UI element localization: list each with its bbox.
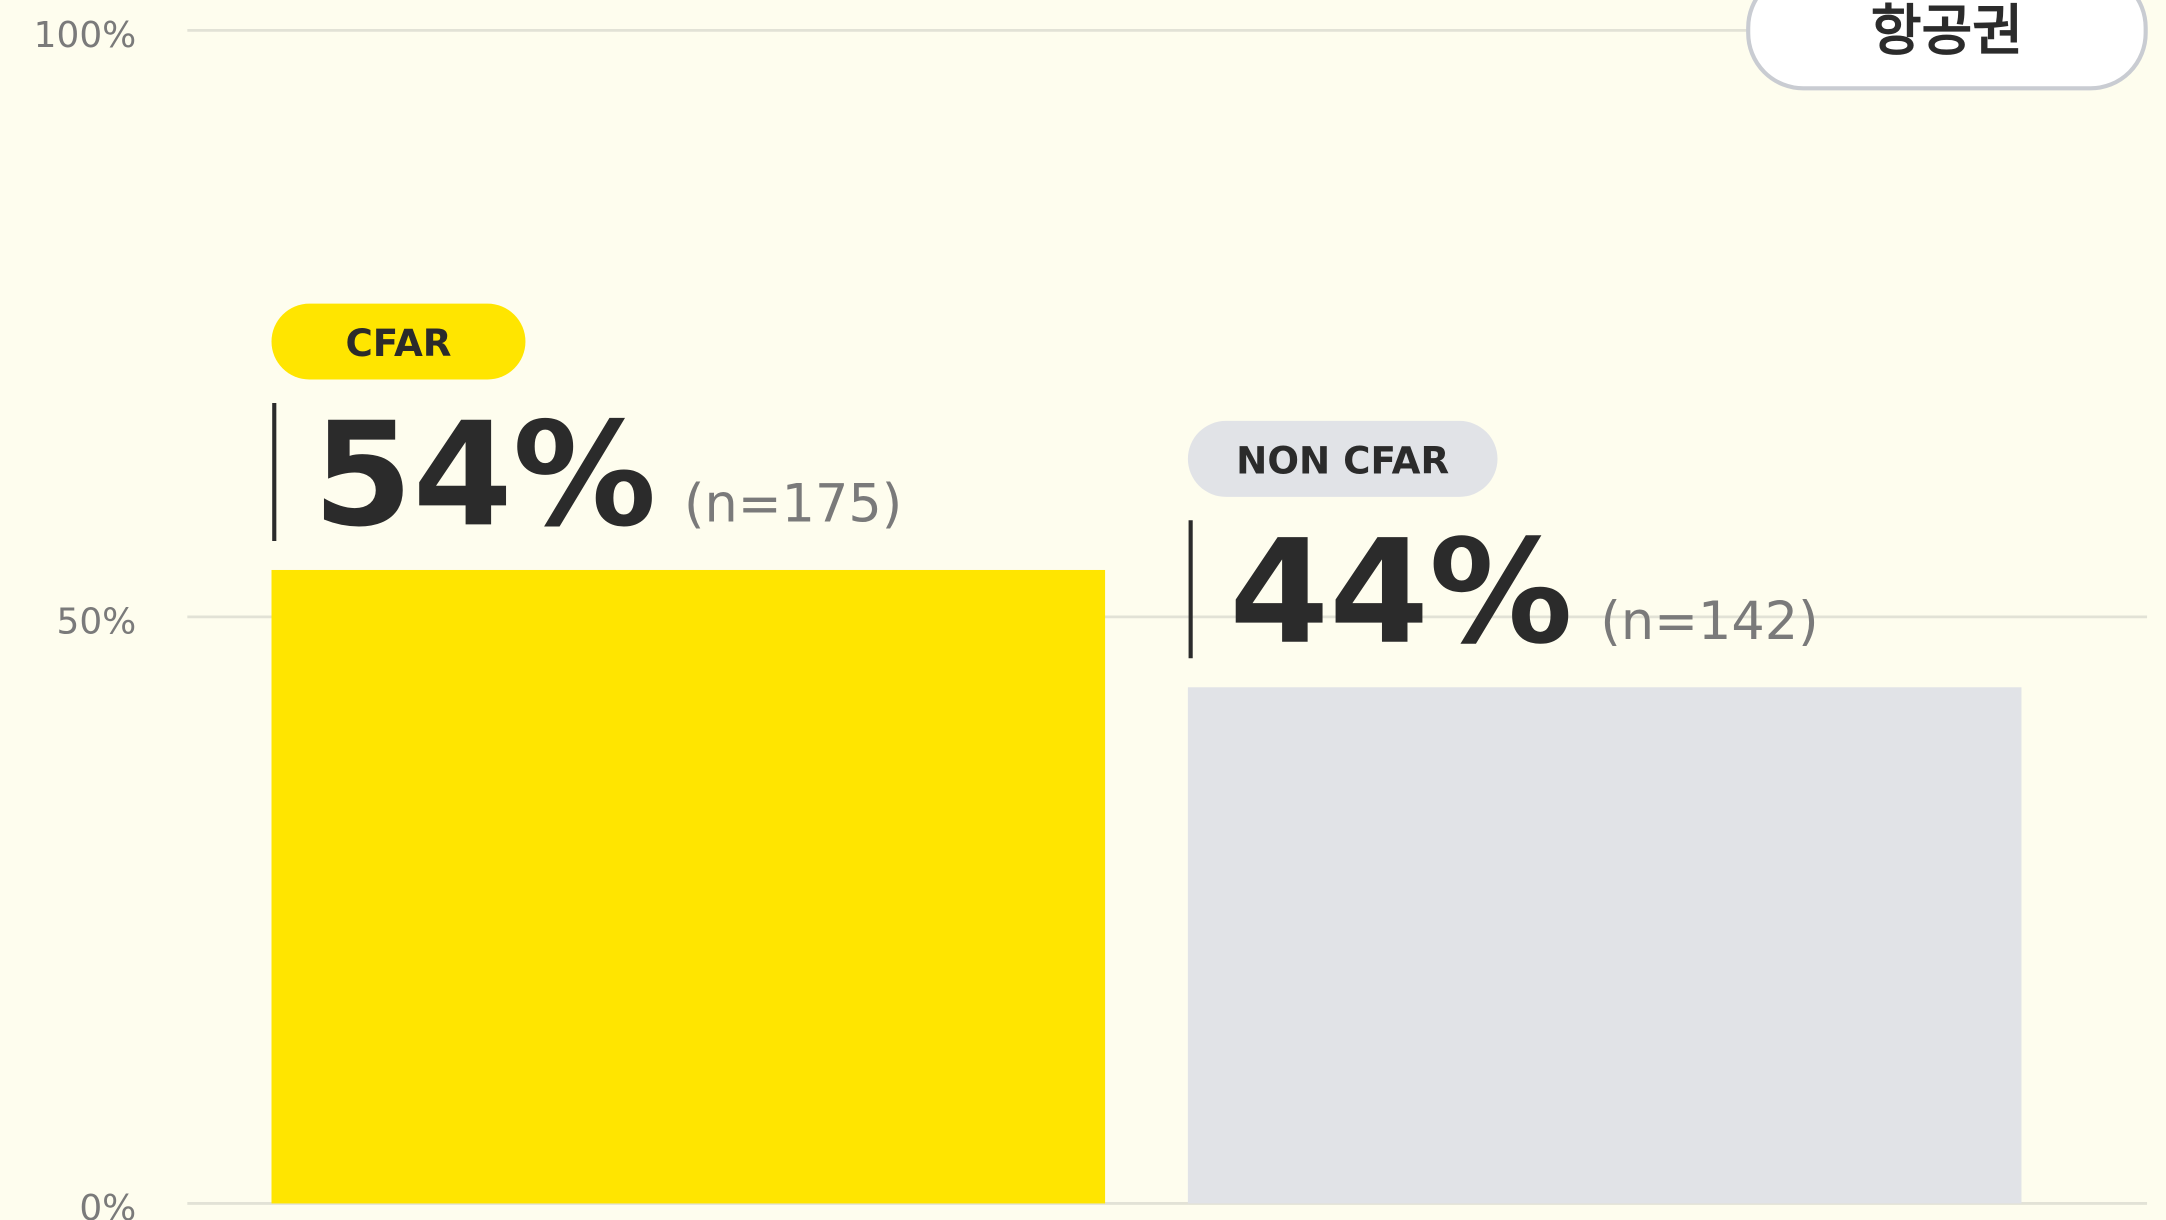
category-pill (271, 303, 526, 380)
category-label: CFAR (345, 321, 451, 365)
category-pill (1187, 420, 1498, 497)
bar (271, 569, 1106, 1204)
category-label: NON CFAR (1236, 438, 1449, 482)
value-label: 54% (313, 391, 657, 558)
sample-size: (n=142) (1600, 591, 1818, 652)
category-button-label: 항공권 (1871, 0, 2023, 64)
y-tick-label: 100% (34, 15, 137, 56)
sample-size: (n=175) (684, 474, 902, 535)
y-tick-label: 0% (79, 1188, 136, 1220)
value-label: 44% (1229, 509, 1573, 676)
y-tick-label: 50% (57, 601, 137, 642)
category-button[interactable] (1746, 0, 2148, 91)
bar (1187, 687, 2022, 1204)
